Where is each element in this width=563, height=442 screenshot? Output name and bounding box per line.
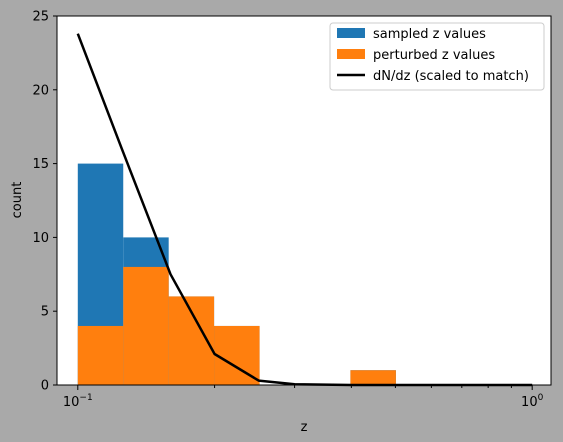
y-tick-label-5: 5	[41, 305, 49, 320]
x-axis-label: z	[301, 420, 308, 435]
legend-label-sampled: sampled z values	[373, 27, 486, 42]
legend-swatch-perturbed	[337, 49, 365, 59]
y-axis-ticks: 0 5 10 15 20 25	[32, 10, 57, 394]
y-tick-label-20: 20	[32, 83, 49, 98]
x-axis-ticks: 10−1 100	[63, 385, 544, 410]
x-tick-label-1: 100	[521, 393, 544, 410]
legend-label-dndz: dN/dz (scaled to match)	[373, 69, 529, 84]
perturbed-bar-6	[350, 370, 396, 385]
legend-label-perturbed: perturbed z values	[373, 48, 495, 63]
legend: sampled z values perturbed z values dN/d…	[329, 22, 545, 91]
perturbed-bar-0	[77, 325, 124, 385]
plot-frame	[56, 15, 552, 386]
y-axis-label: count	[10, 182, 25, 219]
bars-group	[77, 163, 396, 385]
legend-frame	[329, 22, 545, 91]
y-tick-label-25: 25	[32, 10, 49, 25]
legend-swatch-sampled	[337, 28, 365, 38]
perturbed-bar-1	[123, 266, 169, 385]
x-tick-label-0: 10−1	[63, 393, 93, 410]
y-tick-label-0: 0	[41, 379, 49, 394]
y-tick-label-15: 15	[32, 157, 49, 172]
y-tick-label-10: 10	[32, 231, 49, 246]
